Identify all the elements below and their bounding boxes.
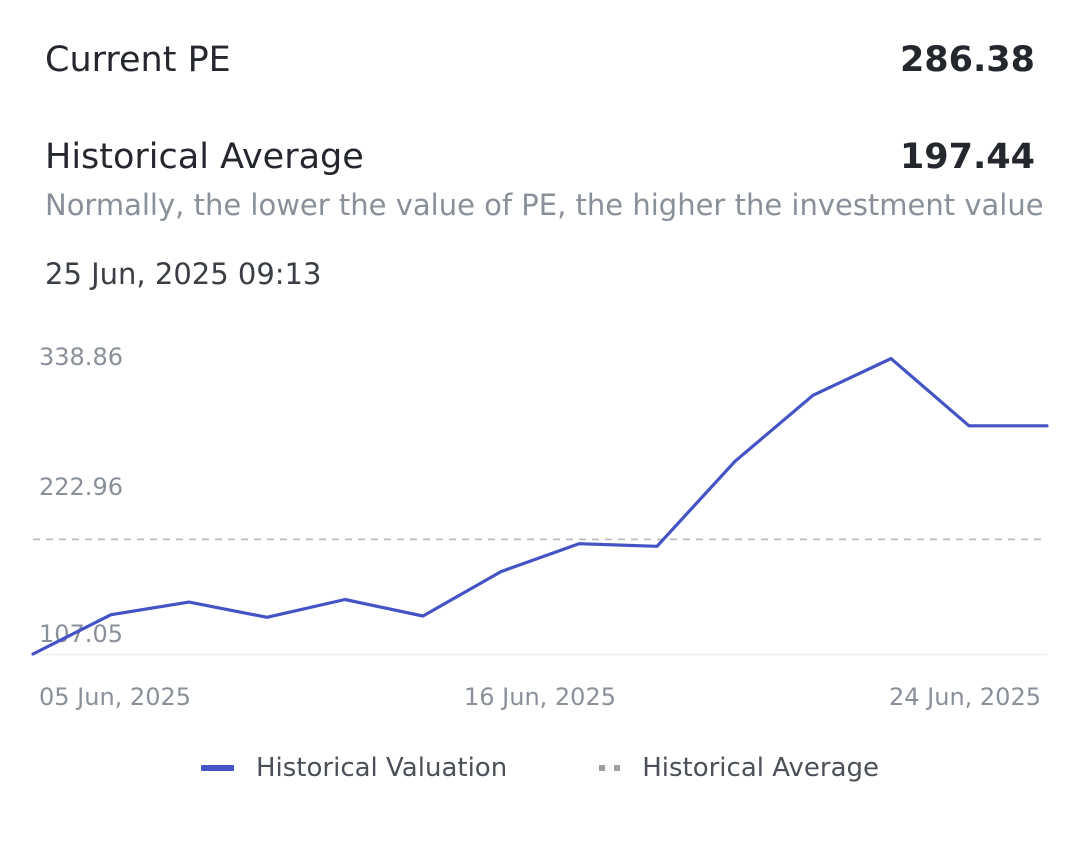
y-axis-tick-label: 222.96 (39, 473, 123, 501)
x-axis-tick-label: 05 Jun, 2025 (39, 683, 191, 711)
legend-item-historical-average[interactable]: Historical Average (599, 753, 879, 783)
current-pe-value: 286.38 (899, 40, 1035, 80)
y-axis-tick-label: 338.86 (39, 343, 123, 371)
current-pe-label: Current PE (45, 40, 231, 80)
historical-average-value: 197.44 (899, 137, 1035, 177)
legend-label-historical-average: Historical Average (642, 753, 880, 783)
legend-dotted-swatch (599, 765, 621, 771)
historical-average-row: Historical Average 197.44 (45, 137, 1035, 177)
historical-average-label: Historical Average (45, 137, 364, 177)
legend-label-historical-valuation: Historical Valuation (255, 753, 508, 783)
historical-valuation-line (31, 356, 1049, 656)
legend-item-historical-valuation[interactable]: Historical Valuation (200, 753, 508, 783)
legend-line-swatch (200, 765, 234, 771)
pe-explanation-note: Normally, the lower the value of PE, the… (45, 188, 1044, 222)
x-axis-tick-label: 16 Jun, 2025 (464, 683, 616, 711)
chart-legend: Historical Valuation Historical Average (0, 753, 1080, 783)
data-timestamp: 25 Jun, 2025 09:13 (45, 257, 322, 291)
x-axis-tick-label: 24 Jun, 2025 (889, 683, 1041, 711)
current-pe-row: Current PE 286.38 (45, 40, 1035, 80)
